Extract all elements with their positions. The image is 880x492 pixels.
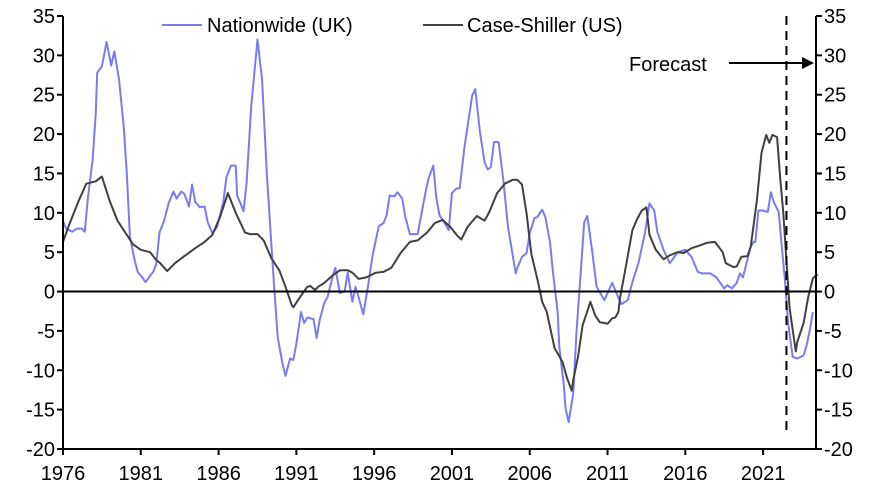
x-tick-label: 2001 xyxy=(430,463,475,485)
x-tick-label: 2011 xyxy=(586,463,629,485)
y-tick-label-right: 20 xyxy=(824,124,846,146)
x-tick-label: 1996 xyxy=(352,463,397,485)
x-tick-label: 2016 xyxy=(663,463,708,485)
series-line-us xyxy=(62,133,819,392)
y-tick-label-left: 25 xyxy=(33,85,55,107)
forecast-label: Forecast xyxy=(629,54,707,76)
series-layer xyxy=(62,38,819,424)
y-tick-label-right: 0 xyxy=(824,282,835,304)
x-tick-label: 1986 xyxy=(196,463,241,485)
y-tick-label-left: 30 xyxy=(33,45,55,67)
y-tick-label-left: -15 xyxy=(26,400,55,422)
legend-label-uk: Nationwide (UK) xyxy=(207,15,353,37)
y-tick-label-right: 15 xyxy=(824,163,846,185)
y-tick-label-left: -20 xyxy=(26,439,55,461)
y-tick-label-right: -5 xyxy=(824,321,842,343)
y-tick-label-right: 10 xyxy=(824,203,846,225)
y-tick-label-left: 0 xyxy=(44,282,55,304)
y-tick-label-right: -10 xyxy=(824,360,853,382)
y-tick-label-right: -15 xyxy=(824,400,853,422)
y-tick-label-left: -10 xyxy=(26,360,55,382)
x-tick-label: 2006 xyxy=(507,463,552,485)
y-tick-label-left: 10 xyxy=(33,203,55,225)
x-tick-label: 1976 xyxy=(41,463,86,485)
y-tick-label-left: 35 xyxy=(33,6,55,28)
y-tick-label-left: 20 xyxy=(33,124,55,146)
y-tick-label-right: 30 xyxy=(824,45,846,67)
y-tick-label-right: 25 xyxy=(824,85,846,107)
forecast-annotation: Forecast xyxy=(629,54,814,76)
y-tick-label-left: 5 xyxy=(44,242,55,264)
y-tick-label-right: 35 xyxy=(824,6,846,28)
y-tick-label-right: -20 xyxy=(824,439,853,461)
y-tick-label-left: -5 xyxy=(37,321,55,343)
legend: Nationwide (UK) Case-Shiller (US) xyxy=(162,15,623,37)
y-tick-label-left: 15 xyxy=(33,163,55,185)
legend-label-us: Case-Shiller (US) xyxy=(467,15,623,37)
y-tick-label-right: 5 xyxy=(824,242,835,264)
x-tick-label: 2021 xyxy=(741,463,786,485)
series-line-uk xyxy=(62,38,814,424)
x-tick-label: 1991 xyxy=(274,463,319,485)
forecast-arrow-head-icon xyxy=(802,57,814,69)
x-tick-label: 1981 xyxy=(119,463,164,485)
axes-layer: 35 35 30 30 25 25 20 20 15 15 10 10 5 5 0 0 -5 -5 -10 -10 -1… xyxy=(26,6,853,485)
